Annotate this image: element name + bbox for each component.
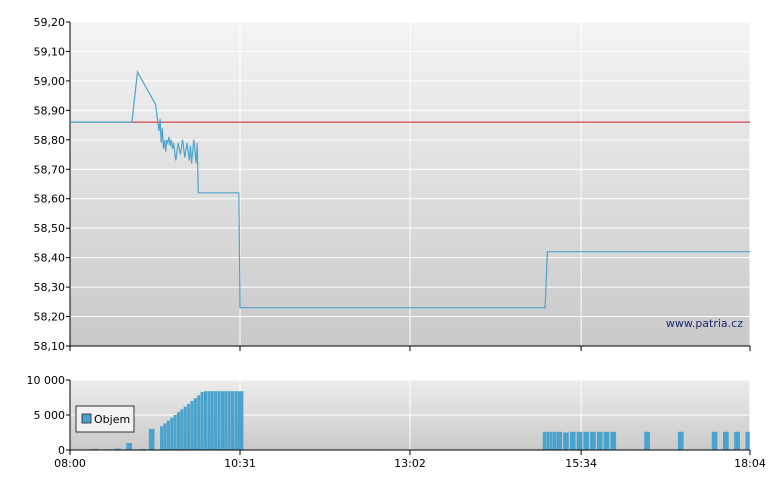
volume-bar xyxy=(542,431,546,450)
legend-label: Objem xyxy=(94,413,130,426)
volume-bar xyxy=(590,431,596,450)
volume-bar xyxy=(569,431,576,450)
volume-bar xyxy=(596,431,603,450)
price-y-tick-label: 58,70 xyxy=(34,163,66,176)
volume-bar xyxy=(193,398,197,450)
legend: Objem xyxy=(75,405,135,433)
volume-bar xyxy=(549,431,553,450)
volume-bar xyxy=(200,391,204,450)
volume-bar xyxy=(745,431,750,450)
volume-bar xyxy=(197,395,201,450)
volume-bar xyxy=(224,391,228,450)
price-x-ticks xyxy=(69,346,751,351)
price-y-tick-label: 58,10 xyxy=(34,340,66,353)
volume-bar xyxy=(231,391,235,450)
volume-bar xyxy=(115,448,121,450)
price-panel: 59,20 59,10 59,00 58,90 58,80 58,70 58,60 58,50… xyxy=(34,16,751,353)
volume-bar xyxy=(187,403,191,450)
volume-x-tick-label: 15:34 xyxy=(565,457,597,470)
volume-panel: 10 000 5 000 0 08:00 10:31 13:02 15:34 18:04 O… xyxy=(27,374,766,470)
volume-bar xyxy=(166,420,170,450)
price-series-line xyxy=(70,70,750,309)
volume-bar xyxy=(583,431,590,450)
volume-bar xyxy=(190,401,194,450)
volume-x-axis: 08:00 10:31 13:02 15:34 18:04 xyxy=(54,450,766,470)
volume-bar xyxy=(563,432,569,450)
volume-bar xyxy=(603,431,610,450)
price-y-tick-label: 58,40 xyxy=(34,252,66,265)
volume-x-tick-label: 18:04 xyxy=(734,457,766,470)
legend-swatch xyxy=(81,413,92,424)
price-y-tick-label: 58,90 xyxy=(34,104,66,117)
price-y-tick-label: 58,30 xyxy=(34,281,66,294)
volume-x-tick-label: 13:02 xyxy=(394,457,426,470)
volume-y-axis: 10 000 5 000 0 xyxy=(27,374,70,457)
volume-y-tick-label: 10 000 xyxy=(27,374,66,387)
volume-bar xyxy=(217,391,221,450)
volume-x-tick-label: 10:31 xyxy=(224,457,256,470)
price-y-tick-label: 59,20 xyxy=(34,16,66,29)
volume-bar xyxy=(183,406,187,450)
price-y-tick-label: 58,80 xyxy=(34,134,66,147)
volume-bar xyxy=(173,415,177,450)
volume-bar xyxy=(723,431,729,450)
price-y-tick-label: 59,00 xyxy=(34,75,66,88)
volume-bar xyxy=(220,391,224,450)
volume-bar xyxy=(148,429,155,450)
volume-bar xyxy=(160,426,164,450)
price-y-tick-label: 58,60 xyxy=(34,193,66,206)
price-y-tick-label: 59,10 xyxy=(34,45,66,58)
volume-bar xyxy=(126,443,132,450)
price-y-axis: 59,20 59,10 59,00 58,90 58,80 58,70 58,60 58,50… xyxy=(34,16,70,353)
price-grid xyxy=(69,21,751,347)
volume-bar xyxy=(227,391,231,450)
volume-bar xyxy=(734,431,740,450)
volume-bar xyxy=(177,412,181,450)
volume-bar xyxy=(207,391,211,450)
volume-bar xyxy=(237,391,244,450)
volume-bar xyxy=(163,423,167,450)
watermark: www.patria.cz xyxy=(666,317,743,330)
volume-bar xyxy=(677,431,684,450)
volume-bar xyxy=(204,391,208,450)
volume-bar xyxy=(556,431,563,450)
volume-bar xyxy=(553,431,557,450)
volume-bar xyxy=(92,448,99,450)
volume-y-tick-label: 5 000 xyxy=(34,409,66,422)
volume-bar xyxy=(711,431,718,450)
volume-bar xyxy=(139,448,146,450)
volume-bar xyxy=(610,431,617,450)
price-y-tick-label: 58,20 xyxy=(34,311,66,324)
volume-bar xyxy=(546,431,550,450)
price-y-tick-label: 58,50 xyxy=(34,222,66,235)
volume-y-tick-label: 0 xyxy=(58,444,65,457)
volume-bar xyxy=(214,391,218,450)
volume-bar xyxy=(210,391,214,450)
volume-bar xyxy=(170,417,174,450)
volume-bar xyxy=(644,431,650,450)
volume-bar xyxy=(576,431,583,450)
volume-bar xyxy=(234,391,238,450)
volume-x-tick-label: 08:00 xyxy=(54,457,86,470)
volume-bar xyxy=(180,409,184,450)
volume-bars xyxy=(92,391,750,450)
